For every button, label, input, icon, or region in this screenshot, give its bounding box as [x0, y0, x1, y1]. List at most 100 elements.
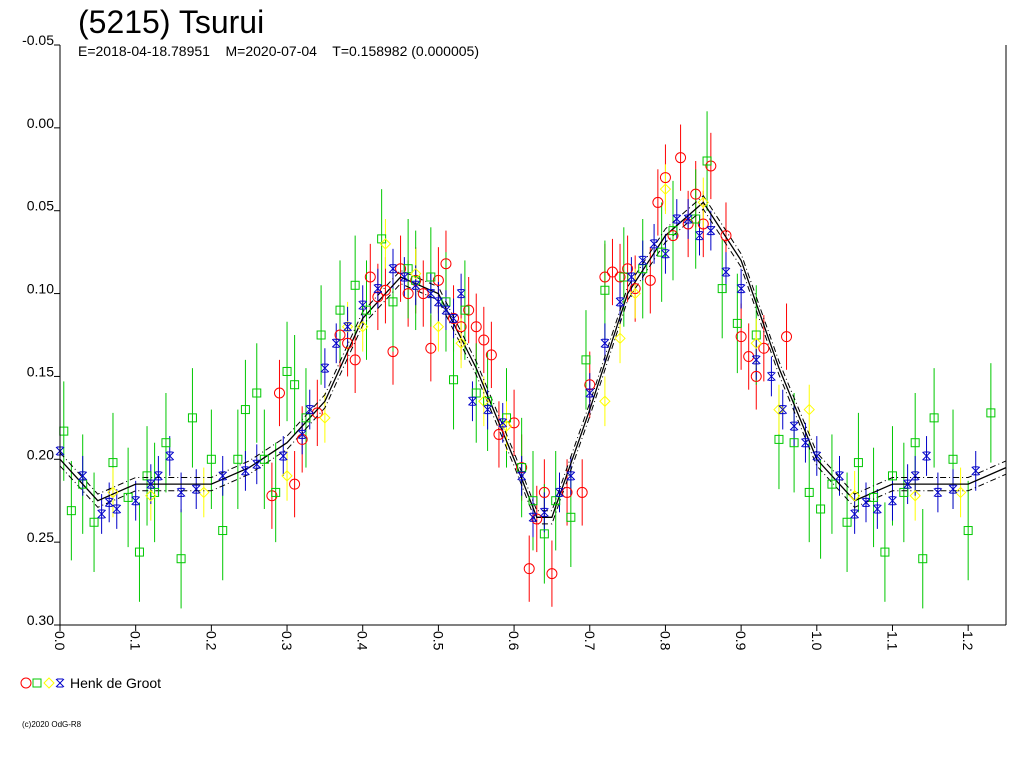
- data-point: [667, 230, 679, 242]
- data-point: [66, 506, 76, 516]
- data-point: [112, 504, 122, 514]
- data-point: [176, 487, 186, 497]
- data-point: [434, 297, 443, 307]
- legend-circle-marker: [20, 677, 32, 689]
- data-point: [758, 342, 770, 354]
- data-point: [449, 375, 459, 385]
- data-point: [644, 274, 656, 286]
- data-point: [233, 454, 243, 464]
- data-point: [448, 312, 460, 324]
- data-point: [441, 305, 451, 315]
- data-point: [690, 188, 702, 200]
- data-point: [706, 226, 716, 236]
- data-point: [606, 266, 618, 278]
- data-point: [986, 408, 996, 418]
- legend: Henk de Groot: [20, 675, 161, 691]
- data-point: [555, 487, 564, 497]
- data-point: [774, 434, 784, 444]
- data-point: [411, 275, 421, 285]
- data-point: [599, 395, 611, 407]
- data-point: [750, 337, 762, 349]
- data-point: [373, 284, 383, 294]
- data-point: [523, 563, 535, 575]
- data-point: [528, 512, 538, 522]
- x-tick-label: 1.1: [884, 631, 900, 651]
- data-point: [835, 471, 844, 481]
- data-point: [615, 297, 625, 307]
- data-point: [576, 486, 588, 498]
- data-point: [600, 285, 610, 295]
- data-point: [539, 507, 549, 517]
- data-point: [695, 231, 704, 241]
- data-point: [198, 486, 210, 499]
- data-point: [816, 504, 826, 514]
- data-point: [432, 274, 444, 286]
- data-point: [888, 496, 897, 506]
- data-point: [142, 471, 152, 481]
- data-point: [751, 330, 761, 340]
- fit-curve: [59, 201, 1007, 518]
- legend-square-marker: [32, 678, 42, 688]
- data-point: [341, 321, 354, 333]
- data-point: [417, 288, 429, 300]
- data-point: [954, 486, 967, 499]
- data-point: [789, 421, 799, 431]
- data-point: [551, 496, 561, 506]
- chart-title: (5215) Tsurui: [78, 4, 264, 40]
- data-point: [362, 305, 372, 315]
- y-tick-label: 0.00: [27, 115, 54, 131]
- data-point: [483, 405, 492, 415]
- data-point: [379, 284, 391, 296]
- data-point: [538, 486, 550, 498]
- data-point: [585, 388, 595, 398]
- data-point: [402, 288, 414, 300]
- data-point: [801, 438, 810, 448]
- data-point: [432, 321, 445, 333]
- data-point: [176, 554, 186, 564]
- data-point: [804, 487, 814, 497]
- x-tick-label: 0.8: [657, 631, 673, 651]
- data-point: [165, 451, 175, 461]
- data-point: [803, 403, 815, 416]
- data-point: [599, 271, 611, 283]
- data-point: [691, 214, 701, 224]
- data-point: [273, 387, 285, 399]
- data-point: [732, 318, 742, 328]
- data-point: [301, 413, 311, 423]
- legend-label: Henk de Groot: [70, 675, 161, 691]
- data-point: [335, 305, 345, 315]
- data-point: [735, 331, 747, 343]
- data-point: [971, 466, 981, 476]
- data-point: [271, 487, 281, 497]
- data-point: [668, 226, 678, 236]
- data-point: [721, 267, 731, 277]
- data-point: [929, 413, 939, 423]
- data-point: [909, 490, 921, 502]
- data-point: [933, 487, 943, 497]
- data-point: [89, 517, 99, 527]
- data-point: [349, 354, 361, 366]
- data-point: [316, 330, 326, 340]
- data-point: [493, 428, 505, 440]
- data-point: [539, 529, 549, 539]
- data-point: [566, 471, 576, 481]
- data-point: [455, 337, 467, 349]
- data-point: [252, 388, 262, 398]
- y-axis-ticks: -0.05 0.00 0.05 0.10 0.15 0.20 0.25 0.30: [22, 32, 60, 628]
- data-point: [411, 280, 421, 290]
- data-point: [485, 349, 497, 361]
- data-point: [320, 363, 330, 373]
- data-point: [910, 471, 920, 481]
- data-point: [659, 183, 672, 195]
- data-point: [379, 238, 392, 250]
- data-point: [409, 267, 422, 280]
- data-point: [922, 451, 931, 461]
- data-point: [948, 454, 958, 464]
- data-point: [290, 380, 300, 390]
- data-point: [767, 371, 776, 381]
- y-tick-label: 0.30: [27, 612, 54, 628]
- data-point: [638, 255, 648, 265]
- data-point: [827, 479, 837, 489]
- data-point: [750, 370, 762, 382]
- y-tick-label: -0.05: [22, 32, 54, 48]
